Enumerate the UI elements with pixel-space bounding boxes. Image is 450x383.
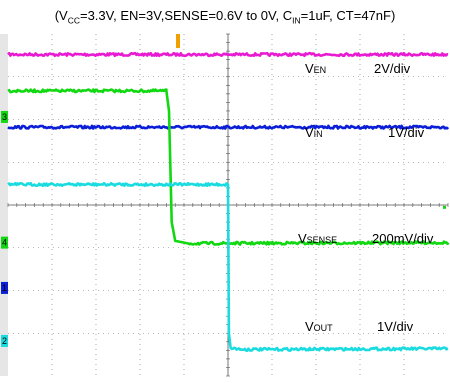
title-part: =3.3V, EN=3V,SENSE=0.6V to 0V, C (79, 8, 293, 23)
waveform-traces (7, 51, 450, 352)
channel-label-sub: SENSE (307, 235, 338, 245)
channel-label-vin: VIN (305, 125, 323, 140)
title-subscript: IN (292, 15, 301, 26)
channel-label-main: V (298, 231, 307, 246)
channel-label-en: VEN (305, 61, 326, 76)
channel-scale-sense: 200mV/div (372, 231, 434, 246)
channel-marker-label: 1 (2, 283, 7, 293)
chart-title: (VCC=3.3V, EN=3V,SENSE=0.6V to 0V, CIN=1… (0, 8, 450, 26)
channel-label-sub: OUT (314, 323, 334, 333)
channel-scale-vin: 1V/div (388, 125, 425, 140)
channel-label-main: V (305, 319, 314, 334)
trace-vin (7, 124, 450, 130)
trace-vout (7, 181, 449, 352)
channel-marker-label: 3 (2, 112, 7, 122)
title-part: (V (54, 8, 68, 23)
channel-label-main: V (305, 125, 314, 140)
trigger-level-marker (443, 205, 446, 209)
title-part: =1uF, CT=47nF) (300, 8, 396, 23)
channel-marker-label: 4 (2, 238, 7, 248)
trace-sense (7, 88, 450, 246)
channel-marker-box (1, 281, 8, 294)
channel-label-vout: VOUT (305, 319, 333, 334)
channel-scale-en: 2V/div (374, 61, 411, 76)
channel-label-sense: VSENSE (298, 231, 337, 246)
channel-marker-box (1, 236, 8, 249)
channel-markers: 3 4 1 2 (1, 110, 8, 347)
title-subscript: CC (67, 15, 80, 26)
trace-en (7, 51, 449, 58)
trigger-position-marker (176, 34, 180, 48)
channel-label-sub: EN (314, 65, 327, 75)
trigger-marker (176, 34, 446, 209)
channel-marker-label: 2 (2, 336, 7, 346)
channel-label-sub: IN (314, 129, 323, 139)
channel-marker-box (1, 110, 8, 123)
channel-marker-box (1, 334, 8, 347)
left-strip (0, 34, 8, 376)
channel-scale-vout: 1V/div (377, 319, 414, 334)
channel-label-main: V (305, 61, 314, 76)
